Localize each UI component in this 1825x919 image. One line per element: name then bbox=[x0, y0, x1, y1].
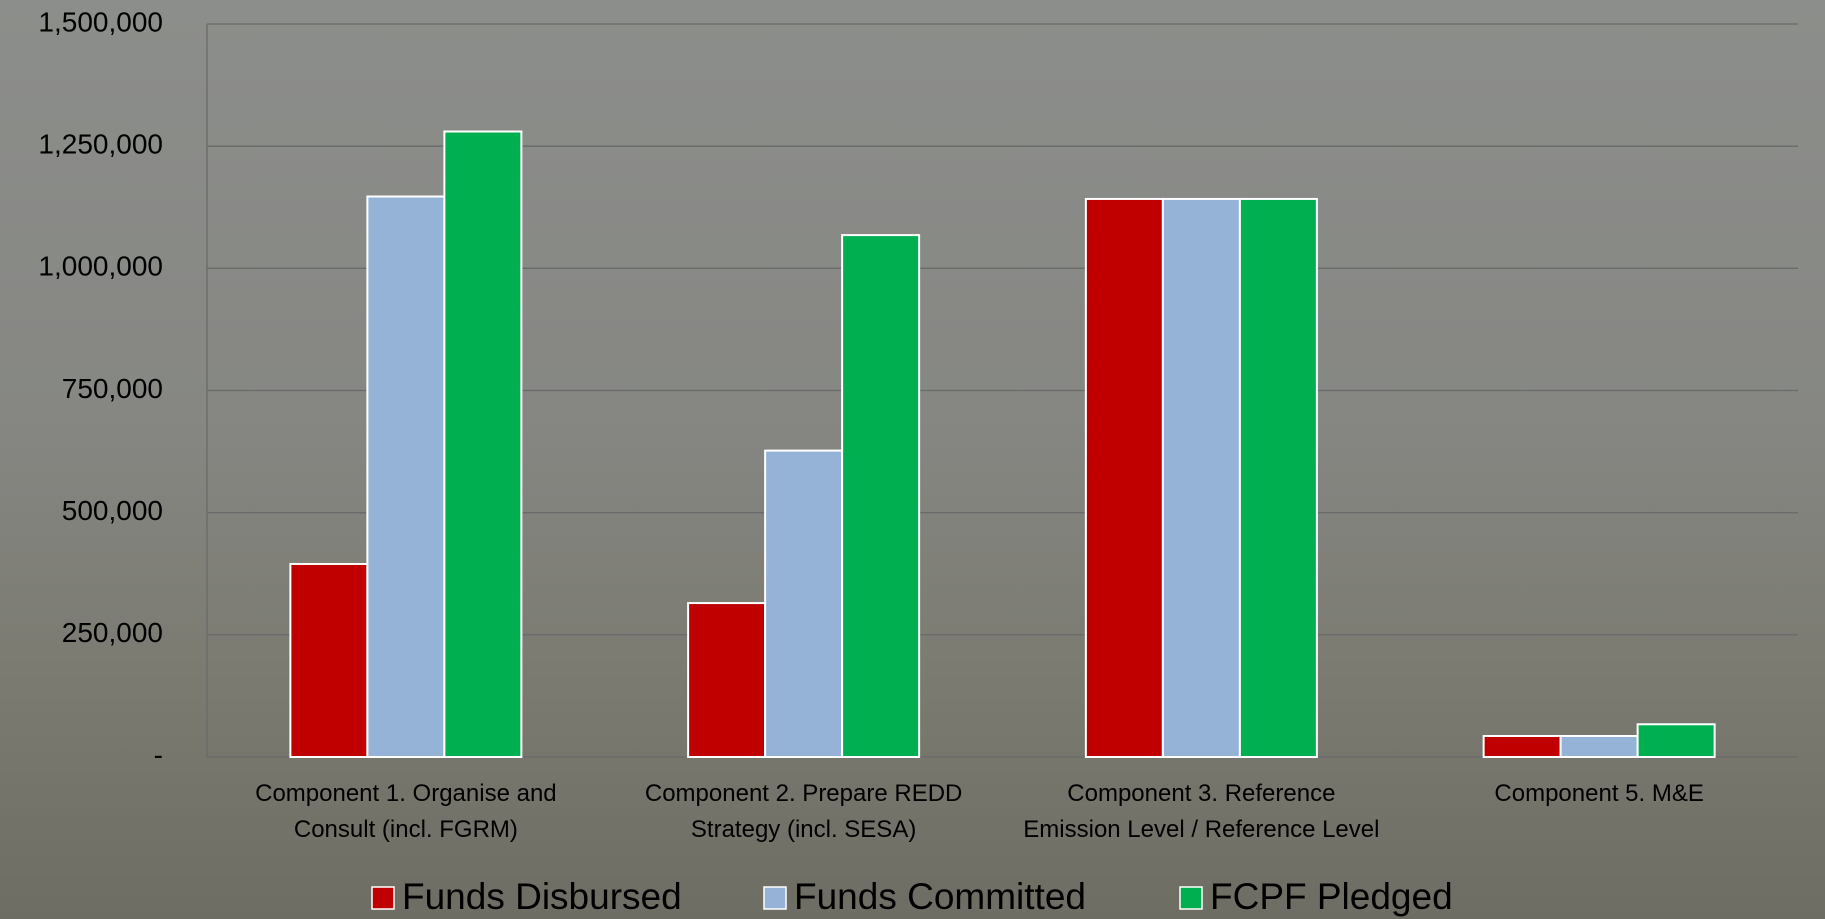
bar bbox=[1086, 199, 1163, 757]
legend-swatch bbox=[1180, 887, 1202, 909]
bar bbox=[765, 451, 842, 757]
y-tick-label: 1,500,000 bbox=[38, 6, 163, 37]
legend-label: FCPF Pledged bbox=[1210, 876, 1453, 917]
bar bbox=[1240, 199, 1317, 757]
x-tick-label: Component 3. Reference Emission Level / … bbox=[1021, 776, 1381, 848]
y-tick-label: 1,000,000 bbox=[38, 251, 163, 282]
y-tick-label: 1,250,000 bbox=[38, 129, 163, 160]
bar bbox=[1638, 724, 1715, 757]
legend-label: Funds Committed bbox=[794, 876, 1086, 917]
bar bbox=[842, 235, 919, 757]
x-tick-label: Component 2. Prepare REDD Strategy (incl… bbox=[624, 776, 984, 848]
bar bbox=[290, 564, 367, 757]
y-tick-label: 750,000 bbox=[62, 373, 163, 404]
chart: - 250,000 500,000 750,000 1,000,000 1,250,000… bbox=[0, 0, 1825, 919]
bar bbox=[1561, 736, 1638, 757]
bar bbox=[1484, 736, 1561, 757]
bar bbox=[1163, 199, 1240, 757]
legend-swatch bbox=[372, 887, 394, 909]
x-tick-label: Component 5. M&E bbox=[1419, 776, 1779, 812]
legend-label: Funds Disbursed bbox=[402, 876, 682, 917]
bar bbox=[367, 196, 444, 757]
bar bbox=[688, 603, 765, 757]
y-tick-label: - bbox=[154, 739, 163, 770]
y-tick-label: 500,000 bbox=[62, 495, 163, 526]
x-tick-label: Component 1. Organise and Consult (incl.… bbox=[226, 776, 586, 848]
y-tick-label: 250,000 bbox=[62, 617, 163, 648]
bar bbox=[444, 132, 521, 757]
legend-swatch bbox=[764, 887, 786, 909]
